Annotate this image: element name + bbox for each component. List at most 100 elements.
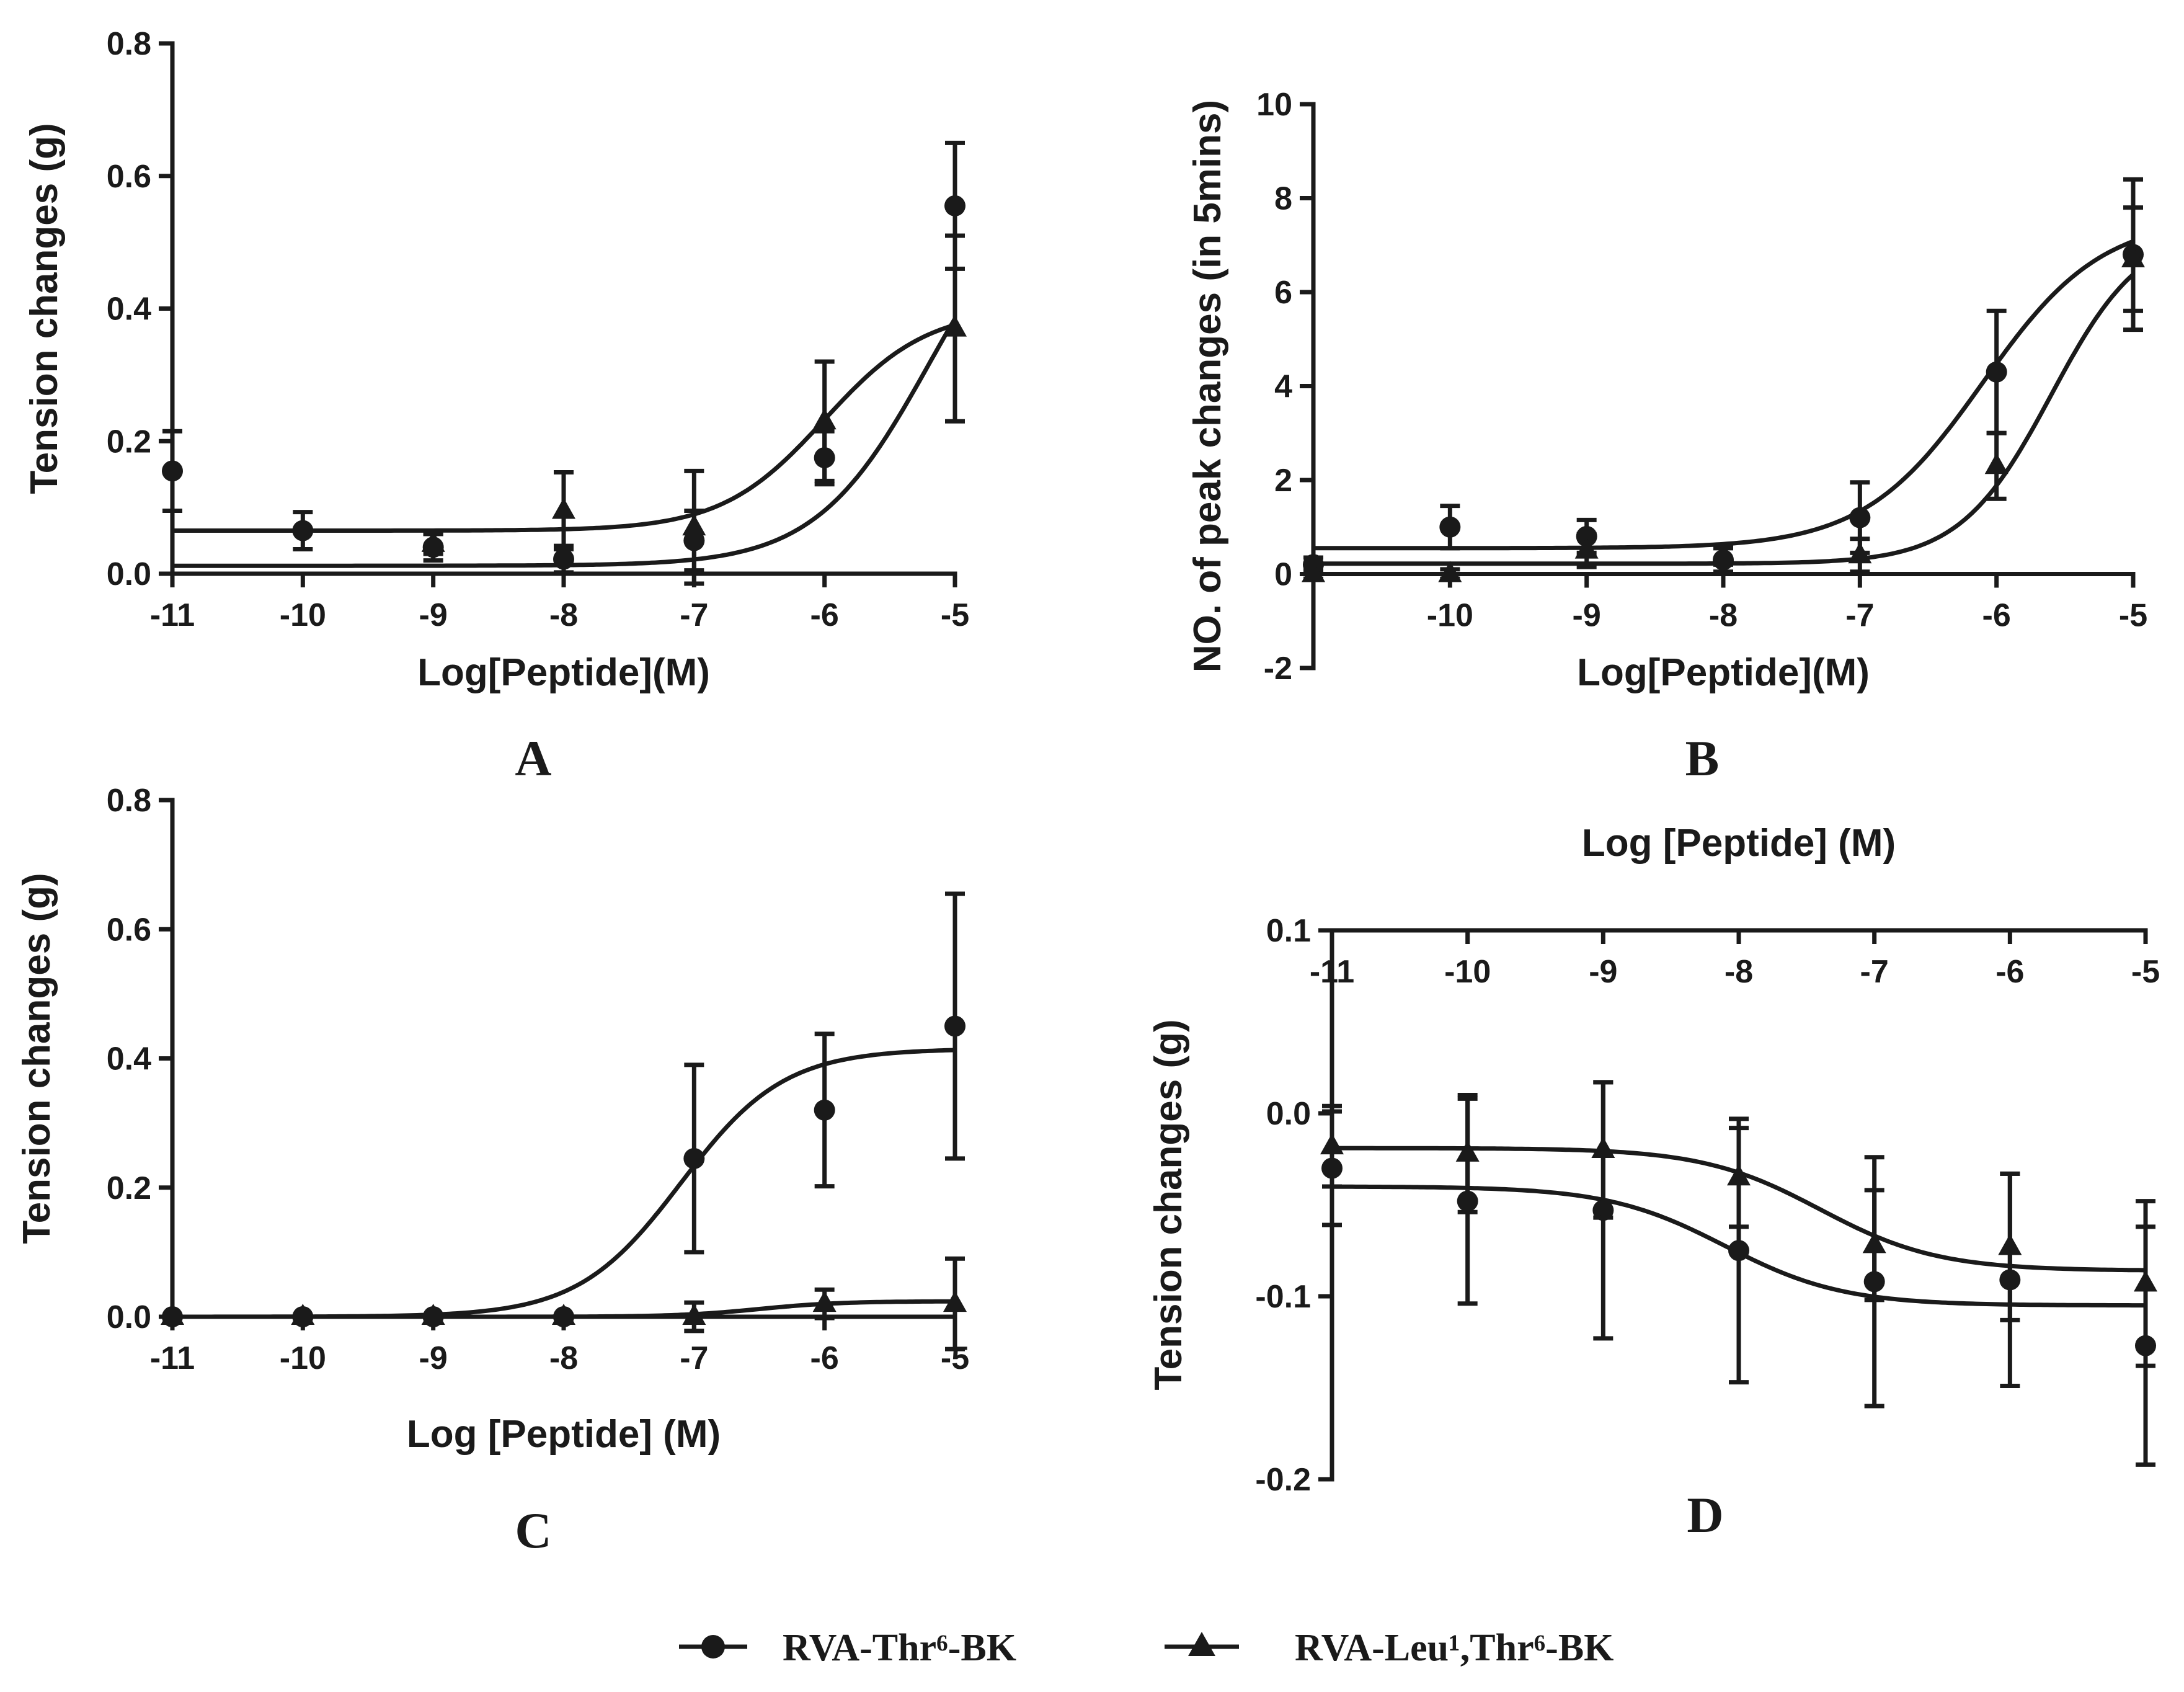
data-point-triangle — [812, 408, 837, 430]
panel-label: B — [1685, 730, 1720, 786]
y-tick-label: 0.6 — [107, 912, 151, 948]
y-axis-title: Tension changes (g) — [1147, 1019, 1190, 1390]
data-point-triangle — [1574, 537, 1599, 559]
data-point-triangle — [421, 1304, 445, 1325]
data-point-triangle — [552, 1304, 575, 1325]
x-tick-label: -10 — [280, 597, 326, 633]
series-leu1-thr6-bk — [1320, 1080, 2157, 1368]
x-axis-title: Log[Peptide](M) — [417, 651, 710, 694]
data-point-circle — [1439, 516, 1461, 538]
y-tick-label: 0 — [1274, 557, 1292, 593]
legend: RVA-Thr⁶-BK RVA-Leu¹,Thr⁶-BK — [679, 1627, 1614, 1669]
fit-curve — [1313, 272, 2135, 566]
legend-item: RVA-Thr⁶-BK — [679, 1627, 1016, 1669]
data-point-circle — [1849, 507, 1871, 528]
data-point-triangle — [682, 1304, 706, 1325]
y-tick-label: 2 — [1274, 463, 1292, 499]
series-leu1-thr6-bk — [161, 1256, 967, 1351]
data-point-triangle — [161, 1304, 184, 1325]
x-tick-label: -8 — [1725, 954, 1753, 990]
data-point-triangle — [1711, 542, 1735, 564]
series-thr6-bk — [1303, 177, 2144, 576]
legend-label: RVA-Leu¹,Thr⁶-BK — [1295, 1627, 1614, 1669]
data-point-triangle — [2121, 246, 2145, 267]
x-tick-label: -7 — [1860, 954, 1889, 990]
fit-curve — [172, 1048, 956, 1319]
x-axis-title: Log [Peptide] (M) — [1582, 822, 1896, 865]
x-tick-label: -7 — [1845, 598, 1874, 634]
data-point-triangle — [552, 497, 575, 519]
legend-label: RVA-Thr⁶-BK — [783, 1627, 1016, 1669]
x-tick-label: -8 — [1709, 598, 1738, 634]
x-axis-title: Log[Peptide](M) — [1577, 651, 1870, 694]
x-tick-label: -8 — [549, 1340, 578, 1376]
data-point-triangle — [943, 1291, 967, 1312]
y-tick-label: 0.0 — [107, 556, 151, 592]
y-tick-label: 4 — [1274, 369, 1292, 405]
data-point-triangle — [682, 514, 706, 536]
data-point-circle — [683, 1147, 705, 1169]
y-tick-label: -2 — [1264, 651, 1292, 687]
y-axis-title: Tension changes (g) — [23, 123, 66, 494]
series-thr6-bk — [162, 891, 965, 1327]
legend-item: RVA-Leu¹,Thr⁶-BK — [1165, 1627, 1614, 1669]
data-point-triangle — [1438, 561, 1462, 582]
data-point-triangle — [1727, 1164, 1751, 1186]
y-tick-label: 0.8 — [107, 26, 151, 62]
data-point-circle — [944, 1015, 965, 1037]
panel-label: D — [1687, 1487, 1723, 1543]
x-tick-label: -10 — [280, 1340, 326, 1376]
x-tick-label: -9 — [419, 597, 448, 633]
x-tick-label: -6 — [810, 1340, 839, 1376]
x-tick-label: -11 — [150, 1340, 195, 1376]
x-tick-label: -8 — [549, 597, 578, 633]
chart-d: -0.2 -0.1 0.0 0.1 -11 -10 -9 -8 -7 -6 -5 Log [Pepti… — [1147, 822, 2160, 1543]
series-leu1-thr6-bk — [1302, 205, 2145, 582]
panel-label: C — [515, 1502, 551, 1559]
x-tick-label: -9 — [1589, 954, 1617, 990]
data-point-triangle — [421, 530, 445, 552]
chart-b: -2 0 2 4 6 8 10 -10 -9 -8 -7 -6 -5 Log[Peptide](M) NO.… — [1186, 87, 2147, 786]
y-tick-label: 0.0 — [107, 1299, 151, 1335]
x-tick-label: -6 — [1982, 598, 2011, 634]
series-leu1-thr6-bk — [172, 233, 967, 586]
y-tick-label: 8 — [1274, 181, 1292, 217]
fit-curve — [1313, 239, 2134, 551]
y-tick-label: 0.2 — [107, 1170, 151, 1206]
y-tick-label: 0.6 — [107, 159, 151, 195]
data-point-triangle — [1591, 1137, 1615, 1158]
panel-label: A — [515, 730, 551, 786]
x-tick-label: -10 — [1444, 954, 1491, 990]
y-tick-label: 0.0 — [1266, 1096, 1311, 1132]
data-point-circle — [1986, 361, 2007, 383]
y-tick-label: 6 — [1274, 275, 1292, 311]
data-point-triangle — [1455, 1140, 1480, 1162]
y-tick-label: 0.4 — [107, 292, 151, 327]
panels: 0.0 0.2 0.4 0.6 0.8 -11 -10 -9 -8 -7 -6 -5 Log[Pepti… — [16, 26, 2160, 1559]
y-tick-label: 0.4 — [107, 1041, 151, 1077]
x-tick-label: -7 — [680, 597, 708, 633]
y-axis-title: NO. of peak changes (in 5mins) — [1186, 100, 1229, 672]
data-point-triangle — [1862, 1232, 1886, 1253]
y-tick-label: 10 — [1256, 87, 1292, 123]
data-point-circle — [1728, 1240, 1749, 1262]
data-point-circle — [162, 460, 183, 482]
y-tick-label: 0.2 — [107, 424, 151, 460]
data-point-triangle — [1848, 542, 1872, 564]
y-tick-label: 0.1 — [1266, 913, 1311, 949]
legend-circle-marker — [701, 1635, 725, 1659]
data-point-triangle — [812, 1291, 837, 1312]
data-point-triangle — [1320, 1133, 1344, 1155]
x-tick-label: -7 — [680, 1340, 708, 1376]
data-point-circle — [814, 1099, 835, 1121]
data-point-triangle — [943, 315, 967, 337]
data-point-triangle — [1302, 561, 1325, 582]
data-point-triangle — [2134, 1270, 2157, 1292]
x-tick-label: -9 — [1573, 598, 1601, 634]
y-axis-title: Tension changes (g) — [16, 873, 58, 1244]
x-tick-label: -5 — [2131, 954, 2160, 990]
data-point-circle — [553, 548, 574, 570]
x-tick-label: -10 — [1427, 598, 1473, 634]
